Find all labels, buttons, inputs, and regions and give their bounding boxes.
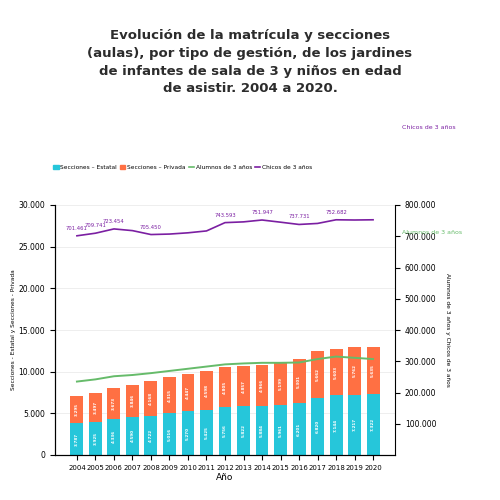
Bar xyxy=(126,417,139,455)
Text: 4.336: 4.336 xyxy=(112,430,116,444)
Text: 4.805: 4.805 xyxy=(223,380,227,394)
Bar xyxy=(256,406,268,455)
Bar xyxy=(274,362,287,406)
Text: 4.447: 4.447 xyxy=(186,386,190,399)
Text: 5.016: 5.016 xyxy=(168,428,172,440)
Bar xyxy=(182,411,194,455)
Bar xyxy=(366,347,380,394)
Text: Alumnos de 3 años: Alumnos de 3 años xyxy=(402,230,462,235)
Text: 743.593: 743.593 xyxy=(214,212,236,218)
Text: 3.673: 3.673 xyxy=(112,397,116,410)
Text: 3.497: 3.497 xyxy=(94,401,98,414)
Bar xyxy=(70,396,84,423)
Text: 5.884: 5.884 xyxy=(260,424,264,437)
Text: Chicos de 3 años: Chicos de 3 años xyxy=(402,125,456,130)
Text: 5.270: 5.270 xyxy=(186,426,190,440)
Bar xyxy=(274,406,287,455)
Bar xyxy=(366,394,380,455)
Bar xyxy=(311,351,324,398)
Bar xyxy=(348,395,361,455)
Text: 4.722: 4.722 xyxy=(149,429,153,442)
Text: 723.454: 723.454 xyxy=(103,219,125,224)
Bar xyxy=(330,396,342,455)
Text: 709.741: 709.741 xyxy=(84,223,106,228)
Text: 5.756: 5.756 xyxy=(223,424,227,438)
Bar xyxy=(182,374,194,411)
Text: 4.966: 4.966 xyxy=(260,378,264,392)
Text: 701.461: 701.461 xyxy=(66,226,88,231)
Bar xyxy=(108,419,120,455)
Text: 5.199: 5.199 xyxy=(278,377,282,390)
Bar xyxy=(89,422,102,455)
Text: Evolución de la matrícula y secciones
(aulas), por tipo de gestión, de los jardi: Evolución de la matrícula y secciones (a… xyxy=(88,28,412,96)
Y-axis label: Alumnos de 3 años y Chicos de 3 años: Alumnos de 3 años y Chicos de 3 años xyxy=(445,273,450,387)
Bar xyxy=(89,393,102,422)
Bar xyxy=(348,347,361,395)
Bar xyxy=(256,364,268,406)
Text: 7.144: 7.144 xyxy=(334,418,338,432)
Text: 705.450: 705.450 xyxy=(140,224,162,230)
Bar xyxy=(237,366,250,406)
Text: 3.925: 3.925 xyxy=(94,432,98,445)
Bar xyxy=(237,406,250,455)
Text: 5.662: 5.662 xyxy=(316,368,320,381)
Text: 3.846: 3.846 xyxy=(130,394,134,407)
Text: 5.961: 5.961 xyxy=(278,424,282,436)
Text: 752.682: 752.682 xyxy=(325,210,347,215)
Bar xyxy=(218,367,232,407)
Bar xyxy=(144,381,158,416)
Bar xyxy=(292,404,306,455)
Text: 6.201: 6.201 xyxy=(297,422,301,436)
Text: 3.787: 3.787 xyxy=(75,432,79,446)
Text: 3.295: 3.295 xyxy=(75,403,79,416)
Bar xyxy=(200,410,213,455)
Text: 5.301: 5.301 xyxy=(297,374,301,388)
Bar xyxy=(108,388,120,419)
Text: 4.598: 4.598 xyxy=(204,384,208,397)
Text: 5.425: 5.425 xyxy=(204,426,208,439)
Text: 5.603: 5.603 xyxy=(334,366,338,378)
Text: 4.857: 4.857 xyxy=(242,380,246,392)
Y-axis label: Secciones - Estatal y Secciones - Privada: Secciones - Estatal y Secciones - Privad… xyxy=(10,270,16,390)
Bar xyxy=(126,384,139,417)
Text: 7.322: 7.322 xyxy=(371,418,375,431)
Text: 7.217: 7.217 xyxy=(352,418,356,432)
Text: 737.731: 737.731 xyxy=(288,214,310,220)
Bar xyxy=(292,359,306,404)
Legend: Secciones – Estatal, Secciones – Privada, Alumnos de 3 años, Chicos de 3 años: Secciones – Estatal, Secciones – Privada… xyxy=(51,163,314,172)
Text: 6.820: 6.820 xyxy=(316,420,320,433)
Text: 5.762: 5.762 xyxy=(352,364,356,378)
Text: 4.168: 4.168 xyxy=(149,392,153,405)
Text: 4.315: 4.315 xyxy=(168,388,172,402)
Text: 5.822: 5.822 xyxy=(242,424,246,437)
Bar xyxy=(330,349,342,396)
Bar xyxy=(200,372,213,410)
Bar xyxy=(144,416,158,455)
Bar xyxy=(311,398,324,455)
Text: 5.635: 5.635 xyxy=(371,364,375,377)
X-axis label: Año: Año xyxy=(216,474,234,482)
Text: 4.590: 4.590 xyxy=(130,430,134,442)
Bar xyxy=(70,424,84,455)
Bar xyxy=(163,413,176,455)
Bar xyxy=(218,407,232,455)
Bar xyxy=(163,377,176,413)
Text: 751.947: 751.947 xyxy=(251,210,273,215)
